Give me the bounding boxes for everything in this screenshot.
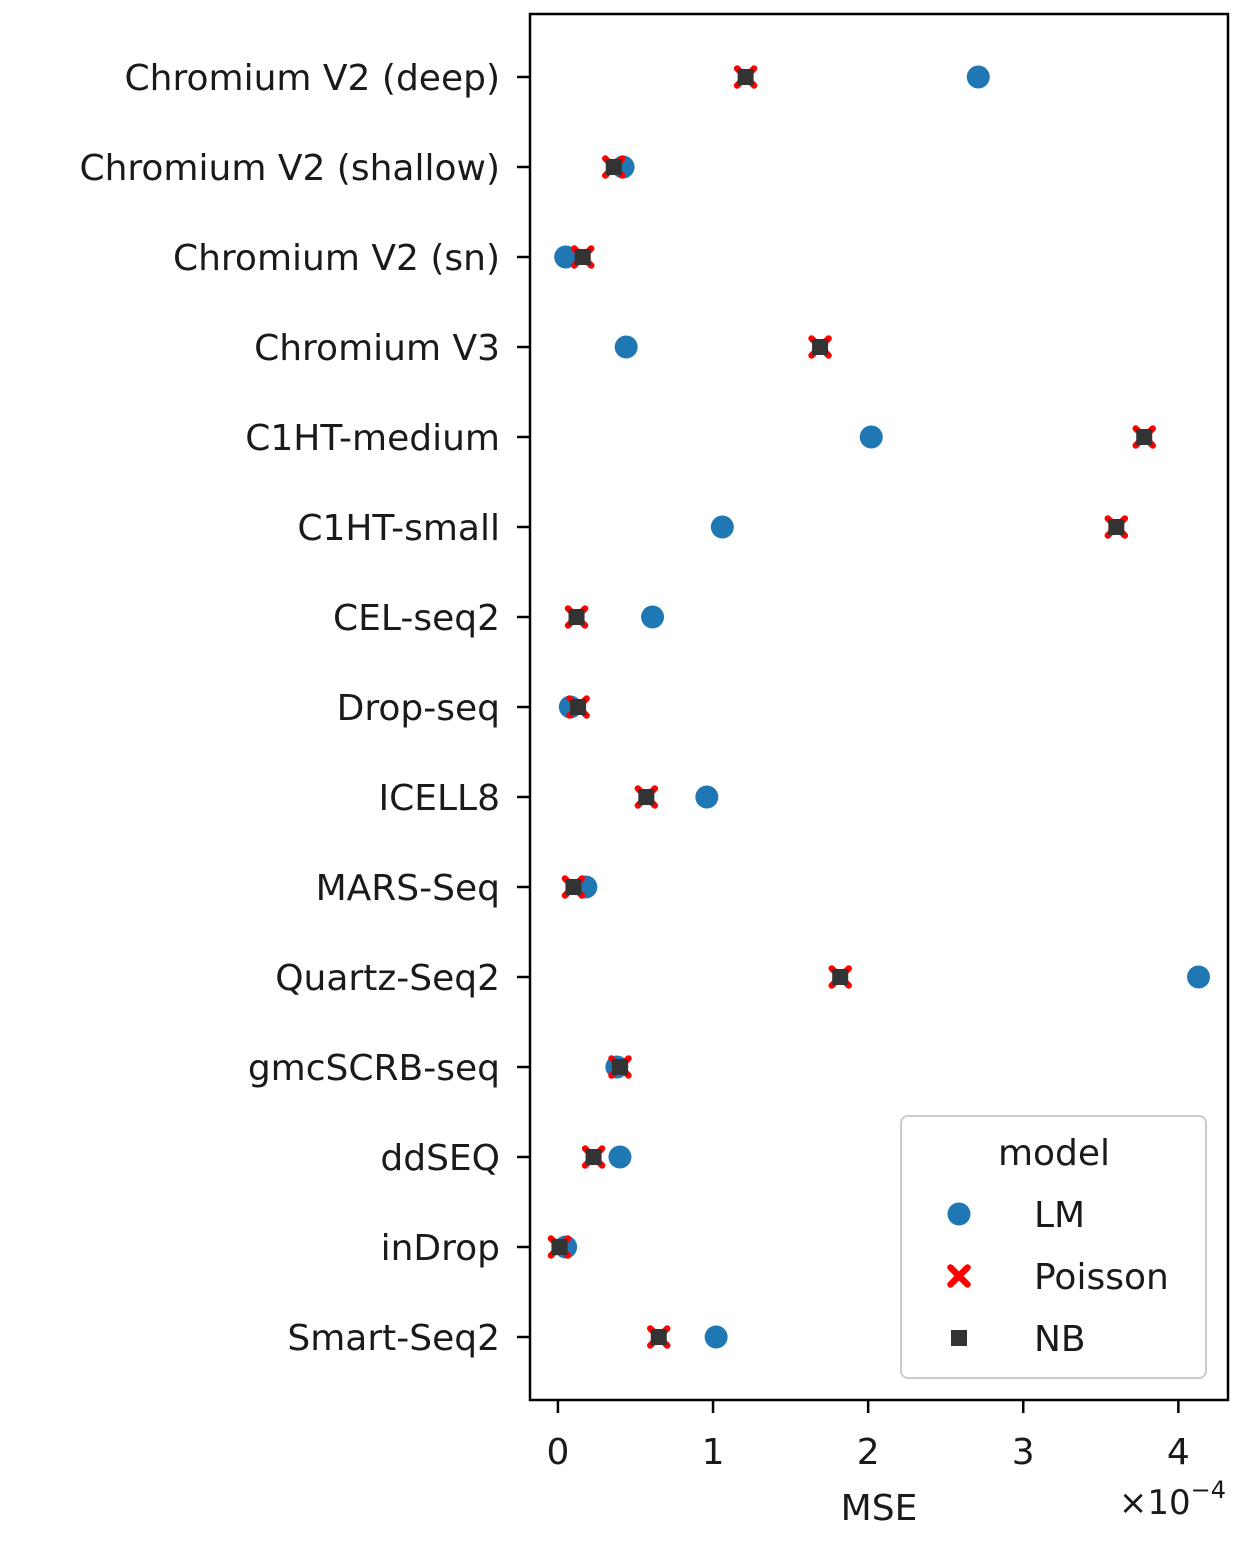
point-lm-c1ht-medium: [859, 425, 883, 449]
point-nb-quartz-seq2: [832, 969, 849, 985]
x-axis-scale-base: ×10: [1119, 1483, 1191, 1523]
point-nb-chromium-v3: [812, 339, 829, 355]
point-nb-chromium-v2-sn: [574, 249, 591, 265]
x-tick-label-0: 0: [546, 1432, 569, 1473]
x-tick-label-4: 4: [1167, 1432, 1190, 1473]
y-tick-label-icell8: ICELL8: [378, 778, 500, 819]
point-nb-smart-seq2: [650, 1329, 667, 1345]
y-axis: Chromium V2 (deep) Chromium V2 (shallow) C…: [79, 58, 530, 1359]
point-nb-chromium-v2-deep: [737, 69, 754, 85]
legend-label-nb: NB: [1034, 1319, 1086, 1360]
y-tick-label-mars-seq: MARS-Seq: [316, 868, 500, 909]
x-axis-scale-factor: ×10−4: [1119, 1476, 1226, 1523]
point-lm-chromium-v2-deep: [966, 65, 990, 89]
y-tick-label-smart-seq2: Smart-Seq2: [287, 1318, 500, 1359]
y-tick-label-indrop: inDrop: [381, 1228, 500, 1269]
point-nb-c1ht-small: [1108, 519, 1125, 535]
legend-marker-poisson: [947, 1264, 971, 1288]
point-lm-cel-seq2: [641, 605, 665, 629]
chart-marks: [547, 65, 1211, 1349]
x-tick-label-2: 2: [857, 1432, 880, 1473]
point-lm-quartz-seq2: [1187, 965, 1211, 989]
point-nb-mars-seq: [565, 879, 582, 895]
point-nb-icell8: [638, 789, 655, 805]
x-tick-label-1: 1: [702, 1432, 725, 1473]
point-nb-chromium-v2-shallow: [605, 159, 622, 175]
point-nb-cel-seq2: [568, 609, 585, 625]
y-tick-label-drop-seq: Drop-seq: [337, 688, 500, 729]
point-lm-chromium-v2-sn: [554, 245, 578, 269]
x-axis: 0 1 2 3 4: [546, 1400, 1190, 1473]
point-nb-drop-seq: [570, 699, 587, 715]
legend-box: [900, 1115, 1207, 1379]
point-nb-ddseq: [585, 1149, 602, 1165]
legend-label-poisson: Poisson: [1034, 1257, 1169, 1298]
point-nb-c1ht-medium: [1136, 429, 1153, 445]
y-tick-label-chromium-v2-shallow: Chromium V2 (shallow): [79, 148, 500, 189]
y-tick-label-c1ht-small: C1HT-small: [297, 508, 500, 549]
legend-title: model: [998, 1133, 1110, 1174]
y-tick-label-quartz-seq2: Quartz-Seq2: [275, 958, 500, 999]
point-lm-smart-seq2: [704, 1325, 728, 1349]
y-tick-label-gmcscrb-seq: gmcSCRB-seq: [248, 1048, 500, 1089]
legend-marker-nb: [951, 1330, 967, 1346]
legend: model LM Poisson NB: [900, 1115, 1207, 1379]
legend-marker-lm: [947, 1202, 971, 1226]
y-tick-label-ddseq: ddSEQ: [380, 1138, 500, 1179]
y-tick-label-chromium-v2-deep: Chromium V2 (deep): [125, 58, 500, 99]
x-axis-label: MSE: [841, 1488, 918, 1529]
y-tick-label-cel-seq2: CEL-seq2: [333, 598, 500, 639]
y-tick-label-c1ht-medium: C1HT-medium: [245, 418, 500, 459]
y-tick-label-chromium-v3: Chromium V3: [254, 328, 500, 369]
point-lm-ddseq: [608, 1145, 632, 1169]
y-tick-label-chromium-v2-sn: Chromium V2 (sn): [173, 238, 500, 279]
point-lm-icell8: [695, 785, 719, 809]
point-lm-chromium-v3: [614, 335, 638, 359]
point-nb-gmcscrb-seq: [611, 1059, 628, 1075]
point-nb-indrop: [551, 1239, 568, 1255]
point-lm-c1ht-small: [710, 515, 734, 539]
x-axis-scale-exponent: −4: [1191, 1476, 1226, 1504]
legend-label-lm: LM: [1034, 1195, 1085, 1236]
x-tick-label-3: 3: [1012, 1432, 1035, 1473]
